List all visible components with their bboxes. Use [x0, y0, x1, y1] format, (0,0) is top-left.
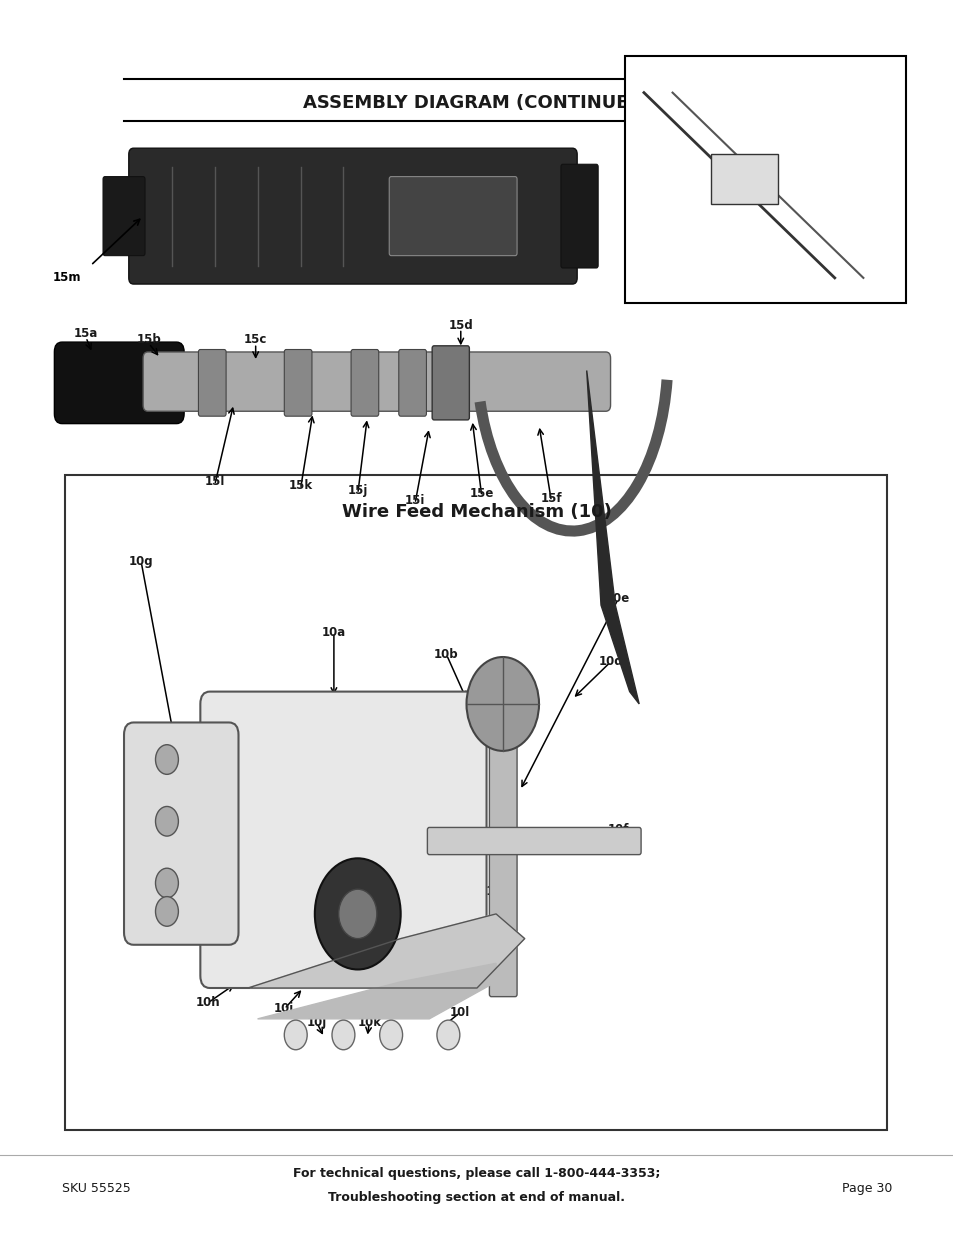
Bar: [65, 475, 886, 1130]
Text: 15f: 15f: [540, 492, 561, 505]
FancyBboxPatch shape: [489, 720, 517, 997]
Circle shape: [379, 1020, 402, 1050]
FancyBboxPatch shape: [351, 350, 378, 416]
Text: 11: 11: [477, 885, 495, 898]
Text: 10b: 10b: [434, 648, 458, 661]
Text: 15h: 15h: [767, 204, 792, 216]
FancyBboxPatch shape: [200, 692, 486, 988]
FancyBboxPatch shape: [124, 722, 238, 945]
Text: 15g: 15g: [767, 130, 792, 142]
FancyBboxPatch shape: [427, 827, 640, 855]
Circle shape: [155, 868, 178, 898]
Text: 15m: 15m: [52, 272, 81, 284]
FancyBboxPatch shape: [560, 164, 598, 268]
Bar: [624, 56, 905, 303]
Text: 15a: 15a: [73, 327, 98, 341]
Text: 10d: 10d: [598, 656, 622, 668]
FancyBboxPatch shape: [54, 342, 184, 424]
Text: 10h: 10h: [195, 997, 220, 1009]
FancyBboxPatch shape: [143, 352, 610, 411]
Circle shape: [314, 858, 400, 969]
Text: 10c: 10c: [479, 676, 502, 688]
Text: 10e: 10e: [605, 593, 630, 605]
FancyBboxPatch shape: [129, 148, 577, 284]
Circle shape: [436, 1020, 459, 1050]
Text: 15e: 15e: [469, 487, 494, 500]
Text: For technical questions, please call 1-800-444-3353;: For technical questions, please call 1-8…: [293, 1167, 660, 1179]
Text: 10k: 10k: [356, 1016, 381, 1029]
Circle shape: [155, 745, 178, 774]
FancyBboxPatch shape: [284, 350, 312, 416]
Text: 15l: 15l: [204, 475, 225, 489]
Text: ASSEMBLY DIAGRAM (CONTINUED): ASSEMBLY DIAGRAM (CONTINUED): [302, 94, 651, 112]
Text: 10i: 10i: [274, 1003, 294, 1015]
FancyBboxPatch shape: [432, 346, 469, 420]
Circle shape: [155, 897, 178, 926]
FancyBboxPatch shape: [198, 350, 226, 416]
Text: 10a: 10a: [321, 626, 346, 638]
Polygon shape: [248, 914, 524, 988]
Bar: [710, 154, 777, 204]
Polygon shape: [257, 963, 496, 1019]
FancyBboxPatch shape: [398, 350, 426, 416]
Text: 15d: 15d: [448, 319, 473, 332]
Text: Troubleshooting section at end of manual.: Troubleshooting section at end of manual…: [328, 1192, 625, 1204]
Circle shape: [284, 1020, 307, 1050]
Circle shape: [155, 806, 178, 836]
Text: 10g: 10g: [129, 556, 153, 568]
Text: 15b: 15b: [136, 333, 161, 347]
Text: 15j: 15j: [347, 484, 368, 498]
FancyBboxPatch shape: [103, 177, 145, 256]
Text: 10l: 10l: [449, 1007, 470, 1019]
Text: 15k: 15k: [288, 479, 313, 493]
Polygon shape: [586, 370, 639, 704]
Circle shape: [466, 657, 538, 751]
Text: 10f: 10f: [607, 824, 628, 836]
Text: SKU 55525: SKU 55525: [62, 1182, 131, 1194]
Text: 15c: 15c: [244, 333, 267, 347]
FancyBboxPatch shape: [389, 177, 517, 256]
Text: 10j: 10j: [306, 1016, 327, 1029]
Text: 15i: 15i: [404, 494, 425, 508]
Text: Page 30: Page 30: [841, 1182, 891, 1194]
Circle shape: [332, 1020, 355, 1050]
Circle shape: [338, 889, 376, 939]
Text: Wire Feed Mechanism (10): Wire Feed Mechanism (10): [342, 503, 611, 521]
